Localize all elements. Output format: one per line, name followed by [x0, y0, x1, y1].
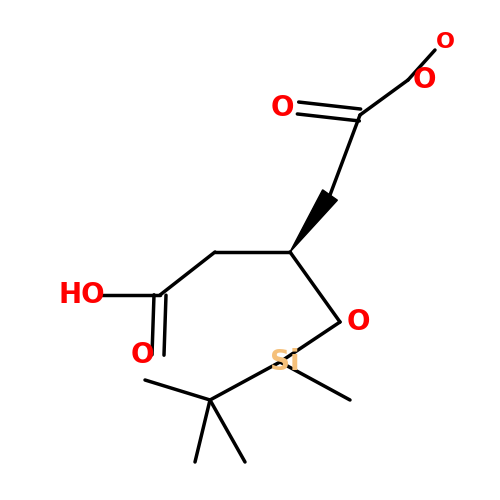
- Text: HO: HO: [58, 281, 106, 309]
- Text: O: O: [346, 308, 370, 336]
- Text: O: O: [412, 66, 436, 94]
- Text: Si: Si: [270, 348, 300, 376]
- Polygon shape: [290, 190, 338, 252]
- Text: O: O: [130, 341, 154, 369]
- Text: O: O: [270, 94, 294, 122]
- Text: O: O: [436, 32, 454, 52]
